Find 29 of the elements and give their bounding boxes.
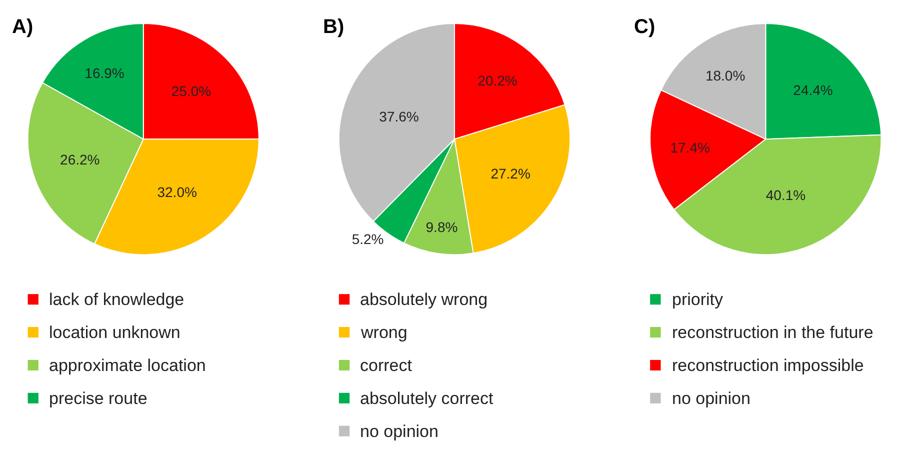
legend-label: lack of knowledge (49, 290, 184, 309)
legend-label: reconstruction in the future (672, 323, 874, 342)
data-label: 26.2% (60, 152, 100, 168)
data-label: 37.6% (379, 108, 419, 124)
legend-label: correct (360, 356, 412, 375)
data-label: 32.0% (157, 184, 197, 200)
chart-title: B) (323, 16, 344, 38)
chart-title: A) (12, 16, 34, 38)
legend-label: absolutely wrong (360, 290, 488, 309)
data-label: 9.8% (426, 218, 458, 235)
data-label: 18.0% (705, 68, 746, 84)
legend-label: absolutely correct (360, 389, 494, 408)
legend-label: precise route (49, 389, 148, 408)
data-label: 25.0% (171, 83, 212, 100)
legend-label: location unknown (49, 323, 180, 342)
data-label: 17.4% (670, 139, 710, 156)
legend-label: approximate location (49, 356, 206, 375)
data-label: 40.1% (766, 186, 806, 203)
data-label: 20.2% (478, 72, 518, 89)
chart-title: C) (634, 16, 656, 38)
data-label: 27.2% (490, 166, 530, 182)
legend-label: no opinion (672, 389, 750, 408)
legend-label: wrong (360, 323, 408, 342)
legend-label: priority (672, 290, 724, 309)
legend-label: reconstruction impossible (672, 356, 864, 375)
data-label: 16.9% (84, 64, 124, 81)
data-label: 5.2% (352, 230, 384, 247)
legend-label: no opinion (360, 422, 438, 441)
data-label: 24.4% (793, 82, 833, 98)
